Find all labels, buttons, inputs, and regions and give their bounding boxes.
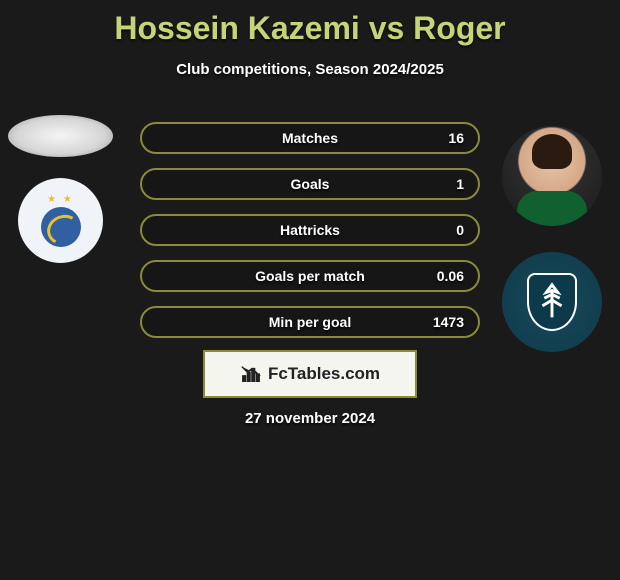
stats-table: Matches 16 Goals 1 Hattricks 0 Goals per… <box>140 122 480 352</box>
stat-value-right: 1473 <box>433 314 464 330</box>
right-player-portrait <box>502 126 602 226</box>
palm-icon <box>529 279 575 325</box>
stat-value-right: 16 <box>448 130 464 146</box>
stat-label: Goals per match <box>255 268 365 284</box>
club-shield-icon <box>527 273 577 331</box>
left-player-portrait <box>8 115 113 157</box>
page-title: Hossein Kazemi vs Roger <box>0 0 620 47</box>
footer-date: 27 november 2024 <box>0 410 620 427</box>
stat-label: Goals <box>291 176 330 192</box>
stat-label: Min per goal <box>269 314 351 330</box>
stat-row-matches: Matches 16 <box>140 122 480 154</box>
stat-label: Hattricks <box>280 222 340 238</box>
page-subtitle: Club competitions, Season 2024/2025 <box>0 61 620 78</box>
stat-row-goals: Goals 1 <box>140 168 480 200</box>
star-icon: ★ ★ <box>47 194 74 205</box>
stat-label: Matches <box>282 130 338 146</box>
chart-icon <box>240 363 262 385</box>
left-club-logo: ★ ★ <box>18 178 103 263</box>
stat-value-right: 1 <box>456 176 464 192</box>
club-emblem-icon <box>41 207 81 247</box>
stat-value-right: 0 <box>456 222 464 238</box>
brand-text: FcTables.com <box>268 364 380 384</box>
stat-row-min-per-goal: Min per goal 1473 <box>140 306 480 338</box>
stat-row-hattricks: Hattricks 0 <box>140 214 480 246</box>
right-club-logo <box>502 252 602 352</box>
stat-row-goals-per-match: Goals per match 0.06 <box>140 260 480 292</box>
brand-badge[interactable]: FcTables.com <box>203 350 417 398</box>
stat-value-right: 0.06 <box>437 268 464 284</box>
